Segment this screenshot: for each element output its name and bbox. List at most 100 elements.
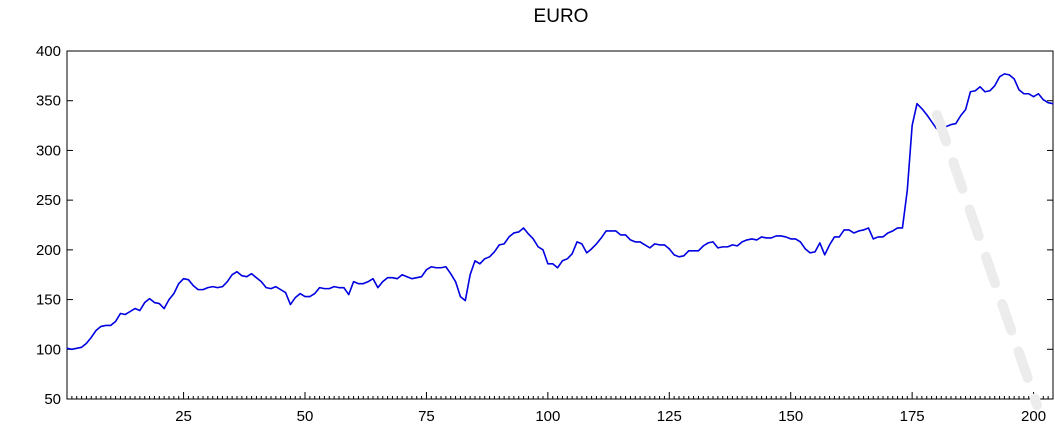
data-point [960,115,962,117]
data-point [581,243,583,245]
data-point [469,274,471,276]
data-point [71,348,73,350]
data-point [80,346,83,348]
data-point [187,279,190,281]
data-point [450,273,452,275]
data-point [1018,89,1020,91]
data-point [76,347,78,349]
data-point [532,238,534,240]
data-point [207,287,209,289]
data-point [673,254,675,256]
data-point [66,347,68,349]
data-point [1052,103,1054,105]
data-point [658,244,661,246]
data-point [726,246,729,248]
data-point [1013,78,1015,80]
data-point [328,288,330,290]
data-point [493,251,496,253]
data-point [1042,99,1044,101]
data-point [692,250,695,252]
data-point [148,297,151,300]
data-point [382,281,384,283]
data-point [192,285,194,287]
data-point [964,109,967,111]
data-point [858,230,860,232]
data-point [828,244,831,246]
data-point [765,237,768,239]
data-point [299,293,301,295]
data-point [114,320,117,323]
data-point [221,286,224,288]
data-point [1037,93,1040,95]
data-point [760,236,763,238]
y-tick-label: 100 [36,341,61,358]
data-point [896,227,899,229]
data-point [1008,74,1010,76]
data-point [877,236,879,238]
data-point [236,271,238,273]
data-point [372,278,374,280]
data-point [998,76,1001,78]
data-point [250,273,253,275]
data-point [629,239,632,241]
data-point [867,227,870,229]
data-point [780,235,782,237]
x-tick-label: 100 [535,408,560,425]
data-point [955,122,957,125]
data-point [862,229,865,231]
data-point [314,293,316,295]
data-point [590,248,593,250]
data-point [173,293,175,295]
data-point [318,287,321,289]
data-point [484,258,486,260]
data-point [969,91,972,93]
data-point [289,303,292,306]
data-point [945,125,947,128]
data-point [105,324,107,327]
data-point [309,295,311,298]
data-point [435,267,437,269]
data-point [391,277,394,279]
data-point [498,244,500,246]
data-point [722,246,724,248]
y-tick-label: 150 [36,292,61,309]
data-point [182,278,185,280]
series-line [66,73,1054,351]
data-point [624,234,627,236]
data-point [270,288,272,290]
data-point [513,232,515,234]
data-point [775,235,777,237]
data-point [872,238,874,240]
data-point [911,124,913,127]
data-point [615,230,617,232]
data-point [916,103,918,105]
y-tick-label: 400 [36,43,61,60]
data-point [440,267,442,269]
data-point [794,238,797,240]
x-tick-label: 200 [1021,408,1046,425]
x-tick-label: 125 [657,408,682,425]
data-point [430,266,432,268]
data-point [260,281,262,283]
data-point [600,237,602,239]
x-tick-label: 25 [175,408,192,425]
x-axis: 25 50 75 100 125 150 175 200 [66,392,1054,425]
data-point [139,309,141,312]
data-point [571,253,573,255]
data-point [848,229,850,231]
data-point [940,126,942,129]
data-point [746,239,748,241]
data-point [338,287,340,289]
data-point [926,114,928,116]
data-point [663,244,666,246]
data-point [595,243,598,245]
data-point [741,241,743,243]
data-point [887,232,889,234]
data-point [454,281,457,283]
data-point [396,278,398,280]
data-point [352,281,355,283]
data-point [751,238,753,240]
data-point [488,256,491,258]
data-point [255,277,258,279]
data-point [785,236,787,238]
